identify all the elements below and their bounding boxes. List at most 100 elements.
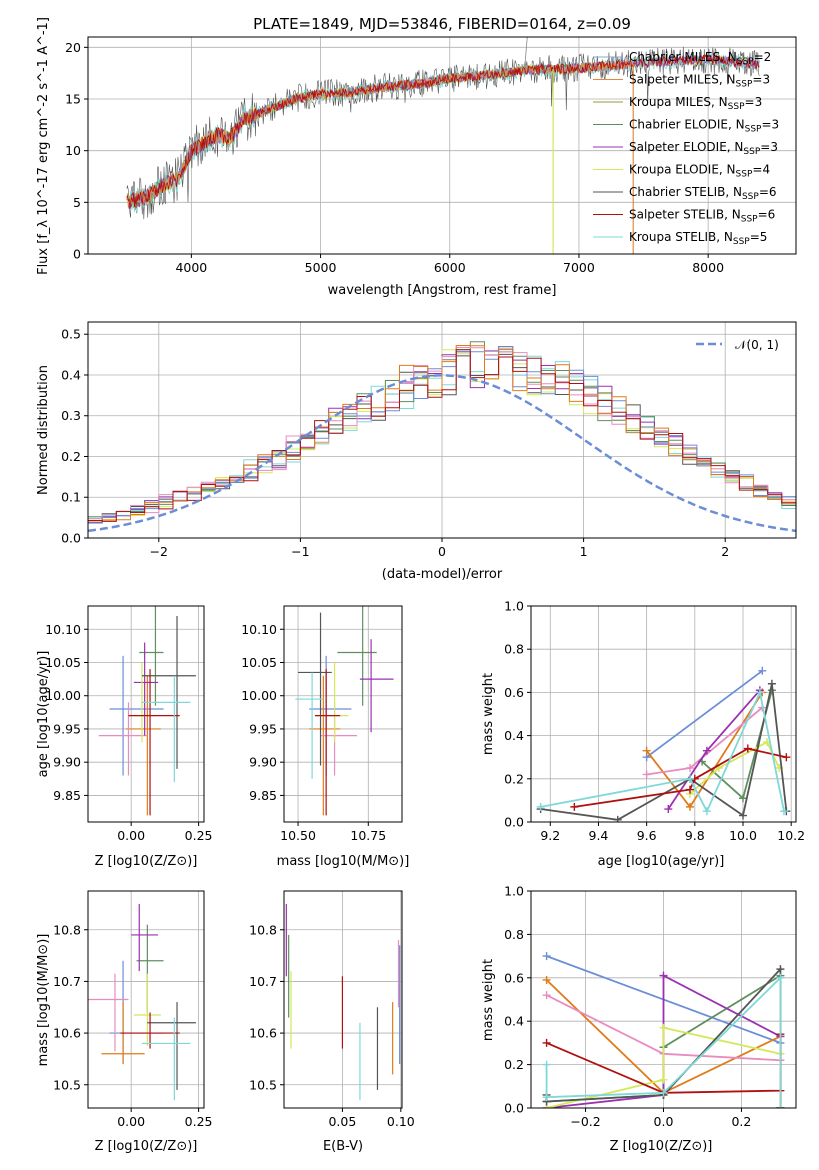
xtick-label-3-1: 10.75 xyxy=(350,828,386,843)
ytick-label-6-1: 10.6 xyxy=(249,1026,277,1041)
xtick-label-6-0: 0.05 xyxy=(328,1114,356,1129)
ytick-label-0-1: 5 xyxy=(73,195,81,210)
xtick-label-1-2: 0 xyxy=(438,544,446,559)
weight-marker-4-6-4 xyxy=(767,679,776,688)
ytick-label-2-5: 10.10 xyxy=(45,622,81,637)
weight-marker-4-8-0 xyxy=(536,802,545,811)
weight-marker-4-3-1 xyxy=(739,794,747,803)
spectrum-line-3 xyxy=(126,61,618,209)
xlabel-7: Z [log10(Z/Z⊙)] xyxy=(610,1139,713,1154)
axes-frame-0 xyxy=(87,36,797,255)
weight-marker-4-2-0 xyxy=(642,770,651,779)
ytick-label-4-2: 0.4 xyxy=(504,728,524,743)
ytick-label-4-3: 0.6 xyxy=(504,685,524,700)
ylabel-2: age [log10(age/yr)] xyxy=(36,651,51,778)
ytick-label-2-3: 10.00 xyxy=(45,688,81,703)
weight-marker-4-4-0 xyxy=(664,805,673,814)
weight-marker-7-2-0 xyxy=(542,991,551,1000)
legend-label-3: Chabrier ELODIE, NSSP=3 xyxy=(629,118,779,135)
plot-area-6 xyxy=(285,903,401,1101)
legend-label-5: Kroupa ELODIE, NSSP=4 xyxy=(629,163,770,180)
legend-label-2: Kroupa MILES, NSSP=3 xyxy=(629,95,762,112)
chart-title: PLATE=1849, MJD=53846, FIBERID=0164, z=0… xyxy=(253,15,631,33)
histogram-step-7 xyxy=(88,349,796,523)
ytick-label-2-1: 9.90 xyxy=(53,755,81,770)
legend-label-1: Salpeter MILES, NSSP=3 xyxy=(629,73,770,90)
xtick-label-1-0: −2 xyxy=(150,544,168,559)
ytick-label-3-2: 9.95 xyxy=(249,721,277,736)
ylabel-5: mass [log10(M/M⊙)] xyxy=(36,934,51,1067)
ytick-label-6-3: 10.8 xyxy=(249,922,277,937)
plot-area-7 xyxy=(542,952,785,1108)
spectrum-spike-c xyxy=(524,37,528,69)
plot-area-1 xyxy=(88,341,796,533)
weight-marker-7-5-2 xyxy=(659,1023,668,1032)
weight-marker-7-0-0 xyxy=(542,952,551,961)
xtick-label-0-4: 8000 xyxy=(692,260,724,275)
ytick-label-3-3: 10.00 xyxy=(241,688,277,703)
ytick-label-1-0: 0.0 xyxy=(61,531,81,546)
ytick-label-3-4: 10.05 xyxy=(241,655,277,670)
weight-marker-4-7-0 xyxy=(570,802,579,811)
weight-marker-7-7-0 xyxy=(542,1038,551,1047)
xtick-label-2-0: 0.00 xyxy=(117,828,145,843)
ytick-label-0-0: 0 xyxy=(73,247,81,262)
ytick-label-7-4: 0.8 xyxy=(504,927,524,942)
ytick-label-7-0: 0.0 xyxy=(504,1101,524,1116)
ytick-label-4-4: 0.8 xyxy=(504,642,524,657)
xtick-label-7-2: 0.2 xyxy=(731,1114,751,1129)
xtick-label-5-1: 0.25 xyxy=(185,1114,213,1129)
ytick-label-3-5: 10.10 xyxy=(241,622,277,637)
weight-marker-7-8-4 xyxy=(776,1104,785,1108)
weight-marker-4-7-3 xyxy=(743,744,752,753)
weight-marker-4-7-4 xyxy=(782,753,791,762)
xlabel-5: Z [log10(Z/Z⊙)] xyxy=(95,1139,198,1154)
weight-marker-4-6-1 xyxy=(613,815,622,822)
weight-marker-4-1-0 xyxy=(642,746,651,755)
ytick-label-1-3: 0.3 xyxy=(61,408,81,423)
legend-normal-label: 𝒩(0, 1) xyxy=(735,338,779,352)
ytick-label-7-5: 1.0 xyxy=(504,884,524,899)
xtick-label-4-1: 9.4 xyxy=(589,828,609,843)
ytick-label-0-2: 10 xyxy=(65,143,81,158)
xlabel-4: age [log10(age/yr)] xyxy=(598,854,725,869)
normal-reference-curve xyxy=(88,374,796,533)
ytick-label-5-3: 10.8 xyxy=(53,922,81,937)
plot-area-5 xyxy=(88,903,196,1101)
ylabel-7: mass weight xyxy=(481,959,496,1041)
ytick-label-5-0: 10.5 xyxy=(53,1077,81,1092)
histogram-step-3 xyxy=(88,341,796,525)
xtick-label-7-0: −0.2 xyxy=(570,1114,600,1129)
weight-marker-7-8-1 xyxy=(542,1093,551,1102)
xtick-label-0-3: 7000 xyxy=(563,260,595,275)
weight-marker-4-6-3 xyxy=(739,811,747,820)
ytick-label-7-2: 0.4 xyxy=(504,1014,524,1029)
xlabel-6: E(B-V) xyxy=(323,1139,363,1154)
xtick-label-4-4: 10.0 xyxy=(729,828,757,843)
ytick-label-4-5: 1.0 xyxy=(504,599,524,614)
ylabel-4: mass weight xyxy=(481,673,496,755)
xlabel-0: wavelength [Angstrom, rest frame] xyxy=(328,283,557,298)
ytick-label-5-1: 10.6 xyxy=(53,1026,81,1041)
weight-line-4-0 xyxy=(646,670,763,758)
plot-area-4 xyxy=(536,666,791,822)
ylabel-1: Normed distribution xyxy=(36,365,51,495)
xtick-label-0-2: 6000 xyxy=(434,260,466,275)
axes-frame-2 xyxy=(87,605,205,823)
ytick-label-7-3: 0.6 xyxy=(504,970,524,985)
xlabel-3: mass [log10(M/M⊙)] xyxy=(277,854,410,869)
legend-label-8: Kroupa STELIB, NSSP=5 xyxy=(629,230,767,247)
xtick-label-2-1: 0.25 xyxy=(185,828,213,843)
spectrum-line-7 xyxy=(126,54,760,209)
weight-marker-7-8-2 xyxy=(659,1088,668,1097)
axes-frame-4 xyxy=(530,605,797,823)
ytick-label-3-1: 9.90 xyxy=(249,755,277,770)
weight-marker-4-8-2 xyxy=(702,807,711,816)
weight-marker-4-2-1 xyxy=(686,764,694,772)
ytick-label-5-2: 10.7 xyxy=(53,974,81,989)
plot-area-0 xyxy=(126,37,760,254)
xtick-label-1-1: −1 xyxy=(291,544,309,559)
ytick-label-6-2: 10.7 xyxy=(249,974,277,989)
weight-marker-4-4-1 xyxy=(702,746,711,755)
